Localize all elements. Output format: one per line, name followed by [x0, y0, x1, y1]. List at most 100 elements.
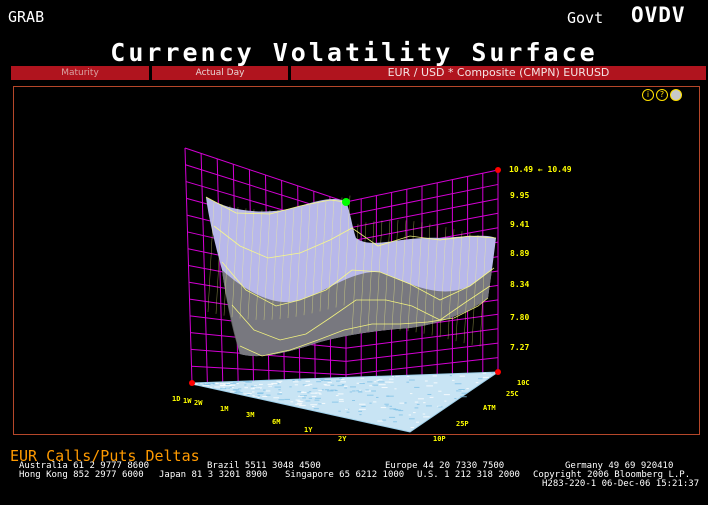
floor-speckle — [197, 383, 201, 385]
floor-speckle — [360, 377, 365, 379]
floor-speckle — [369, 385, 374, 387]
mesh-line — [223, 205, 231, 316]
mesh-line — [263, 209, 271, 321]
currency-pair-selector[interactable]: EUR / USD * Composite (CMPN) EURUSD — [291, 66, 706, 80]
floor-speckle — [323, 380, 331, 382]
floor-speckle — [235, 390, 241, 392]
floor-speckle — [324, 389, 330, 391]
floor-speckle — [408, 414, 412, 416]
floor-speckle — [417, 398, 424, 400]
mesh-line — [319, 201, 327, 312]
mesh-line — [205, 196, 347, 215]
floor-speckle — [299, 404, 306, 406]
floor-speckle — [438, 390, 442, 392]
grid-line — [345, 212, 499, 243]
floor-speckle — [252, 387, 260, 389]
floor-speckle — [298, 395, 304, 397]
settings-icon[interactable] — [670, 89, 682, 101]
floor-speckle — [427, 393, 432, 395]
mesh-line — [367, 221, 375, 332]
floor-speckle — [366, 394, 374, 396]
floor-speckle — [313, 408, 319, 410]
floor-speckle — [389, 416, 396, 418]
floor-speckle — [438, 406, 443, 408]
floor-speckle — [257, 397, 260, 399]
tab-bar: Maturity Actual Day EUR / USD * Composit… — [11, 66, 706, 80]
floor-speckle — [408, 418, 415, 420]
floor-speckle — [251, 391, 255, 393]
floor-speckle — [377, 381, 385, 383]
floor-speckle — [437, 405, 441, 407]
tab-actual-day[interactable]: Actual Day — [152, 66, 288, 80]
floor-speckle — [323, 384, 327, 386]
mesh-line — [407, 221, 415, 332]
floor-speckle — [426, 385, 433, 387]
floor-speckle — [461, 392, 468, 394]
floor-speckle — [359, 389, 362, 391]
floor-speckle — [224, 385, 232, 387]
floor-speckle — [268, 385, 272, 387]
grab-label[interactable]: GRAB — [8, 8, 45, 26]
help-icon[interactable]: ? — [656, 89, 668, 101]
mesh-line — [207, 201, 215, 313]
contact-hong-kong: Hong Kong 852 2977 6000 — [19, 470, 144, 480]
floor-speckle — [311, 395, 317, 397]
surface-floor-projection — [191, 371, 500, 433]
info-icon[interactable]: i — [642, 89, 654, 101]
floor-speckle — [302, 384, 307, 386]
floor-speckle — [295, 403, 302, 405]
floor-speckle — [258, 383, 263, 385]
floor-speckle — [278, 389, 281, 391]
floor-speckle — [393, 421, 398, 423]
floor-speckle — [233, 389, 240, 391]
maturity-tick-label: 2Y — [338, 435, 347, 443]
mesh-line — [239, 297, 489, 357]
floor-speckle — [335, 395, 339, 397]
floor-speckle — [478, 378, 483, 380]
floor-speckle — [226, 383, 230, 385]
mesh-line — [431, 225, 439, 336]
floor-speckle — [425, 405, 432, 407]
maturity-tick-label: 1D — [172, 395, 180, 403]
floor-speckle — [304, 384, 310, 386]
mesh-line — [447, 229, 455, 340]
floor-speckle — [318, 403, 322, 405]
floor-speckle — [295, 399, 300, 401]
floor-speckle — [358, 408, 366, 410]
floor-speckle — [398, 410, 404, 412]
floor-speckle — [331, 401, 339, 403]
floor-speckle — [406, 381, 410, 383]
grid-line — [191, 365, 347, 376]
floor-speckle — [307, 392, 310, 394]
floor-speckle — [382, 419, 387, 421]
floor-speckle — [395, 375, 400, 377]
floor-speckle — [244, 384, 247, 386]
mesh-line — [221, 261, 495, 307]
floor-speckle — [232, 381, 239, 383]
floor-speckle — [432, 375, 437, 377]
grid-line — [345, 357, 499, 376]
tab-maturity[interactable]: Maturity — [11, 66, 149, 80]
grid-line — [345, 342, 499, 362]
contact-germany: Germany 49 69 920410 — [565, 461, 674, 471]
floor-speckle — [364, 390, 372, 392]
floor-speckle — [312, 387, 318, 389]
mesh-line — [479, 236, 487, 347]
delta-tick-label: 10C — [517, 379, 530, 387]
floor-speckle — [395, 409, 401, 411]
mesh-line — [327, 199, 335, 310]
mesh-line — [295, 206, 303, 317]
floor-speckle — [250, 385, 257, 387]
floor-speckle — [247, 393, 252, 395]
floor-speckle — [292, 379, 295, 381]
floor-speckle — [278, 399, 285, 401]
floor-speckle — [394, 388, 397, 390]
floor-speckle — [305, 400, 311, 402]
mesh-line — [215, 203, 223, 314]
floor-speckle — [370, 390, 377, 392]
contact-us: U.S. 1 212 318 2000 — [417, 470, 520, 480]
floor-speckle — [412, 412, 416, 414]
volatility-surface — [205, 195, 497, 357]
floor-speckle — [252, 395, 255, 397]
